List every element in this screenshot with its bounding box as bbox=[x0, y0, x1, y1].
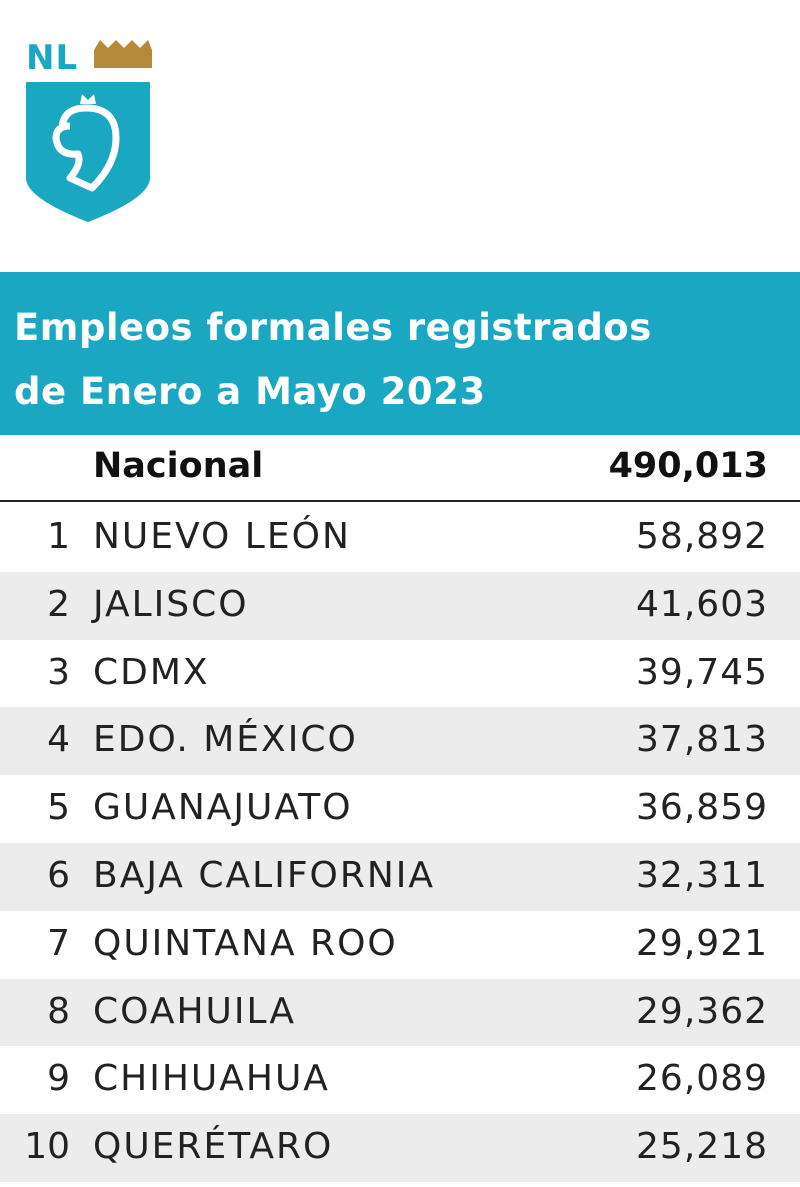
row-value: 39,745 bbox=[636, 651, 768, 693]
table-row: 8 COAHUILA 29,362 bbox=[0, 978, 800, 1047]
row-value: 32,311 bbox=[636, 854, 768, 896]
crown bbox=[94, 40, 152, 68]
title-line: de Enero a Mayo 2023 bbox=[14, 370, 486, 413]
row-name: CHIHUAHUA bbox=[93, 1058, 330, 1100]
shield bbox=[26, 82, 150, 222]
row-name: GUANAJUATO bbox=[93, 787, 353, 829]
row-value: 58,892 bbox=[636, 516, 768, 557]
row-value: 29,921 bbox=[636, 922, 768, 964]
title-bar: Empleos formales registrados de Enero a … bbox=[0, 272, 800, 435]
row-name: CDMX bbox=[93, 651, 210, 693]
row-name: NUEVO LEÓN bbox=[93, 516, 351, 557]
row-rank: 8 bbox=[47, 990, 70, 1032]
table-row: 4 EDO. MÉXICO 37,813 bbox=[0, 707, 800, 776]
row-name: QUINTANA ROO bbox=[93, 922, 398, 964]
table-row: 7 QUINTANA ROO 29,921 bbox=[0, 911, 800, 979]
table-header: Nacional 490,013 bbox=[0, 438, 800, 502]
row-name: BAJA CALIFORNIA bbox=[93, 854, 436, 896]
row-rank: 10 bbox=[24, 1126, 70, 1168]
logo-text: NL bbox=[26, 38, 79, 78]
row-rank: 5 bbox=[47, 787, 70, 829]
row-rank: 9 bbox=[47, 1058, 70, 1100]
row-value: 25,218 bbox=[636, 1126, 768, 1168]
row-name: JALISCO bbox=[93, 583, 249, 625]
table-row: 10 QUERÉTARO 25,218 bbox=[0, 1114, 800, 1182]
emblem-crown bbox=[80, 94, 96, 104]
row-value: 36,859 bbox=[636, 787, 768, 829]
logo-shield bbox=[26, 40, 152, 222]
table-row: 9 CHIHUAHUA 26,089 bbox=[0, 1046, 800, 1114]
row-value: 41,603 bbox=[636, 583, 768, 625]
row-name: EDO. MÉXICO bbox=[93, 719, 358, 761]
row-rank: 6 bbox=[47, 854, 70, 896]
row-rank: 7 bbox=[47, 922, 70, 964]
emblem bbox=[52, 104, 120, 192]
row-name: COAHUILA bbox=[93, 990, 297, 1032]
header-value: 490,013 bbox=[608, 446, 768, 486]
table-row: 2 JALISCO 41,603 bbox=[0, 571, 800, 640]
row-rank: 3 bbox=[47, 651, 70, 693]
row-rank: 2 bbox=[47, 583, 70, 625]
row-value: 26,089 bbox=[636, 1058, 768, 1100]
row-name: QUERÉTARO bbox=[93, 1126, 334, 1168]
header-name: Nacional bbox=[93, 446, 264, 486]
row-value: 37,813 bbox=[636, 719, 768, 761]
table-row: 3 CDMX 39,745 bbox=[0, 640, 800, 708]
table-row: 1 NUEVO LEÓN 58,892 bbox=[0, 504, 800, 572]
row-rank: 1 bbox=[47, 516, 70, 557]
title-line: Empleos formales registrados bbox=[14, 306, 652, 349]
table-row: 5 GUANAJUATO 36,859 bbox=[0, 775, 800, 843]
table-body: 1 NUEVO LEÓN 58,892 2 JALISCO 41,603 3 CDMX 39,7… bbox=[0, 504, 800, 1182]
row-rank: 4 bbox=[47, 719, 70, 761]
row-value: 29,362 bbox=[636, 990, 768, 1032]
table-row: 6 BAJA CALIFORNIA 32,311 bbox=[0, 842, 800, 911]
